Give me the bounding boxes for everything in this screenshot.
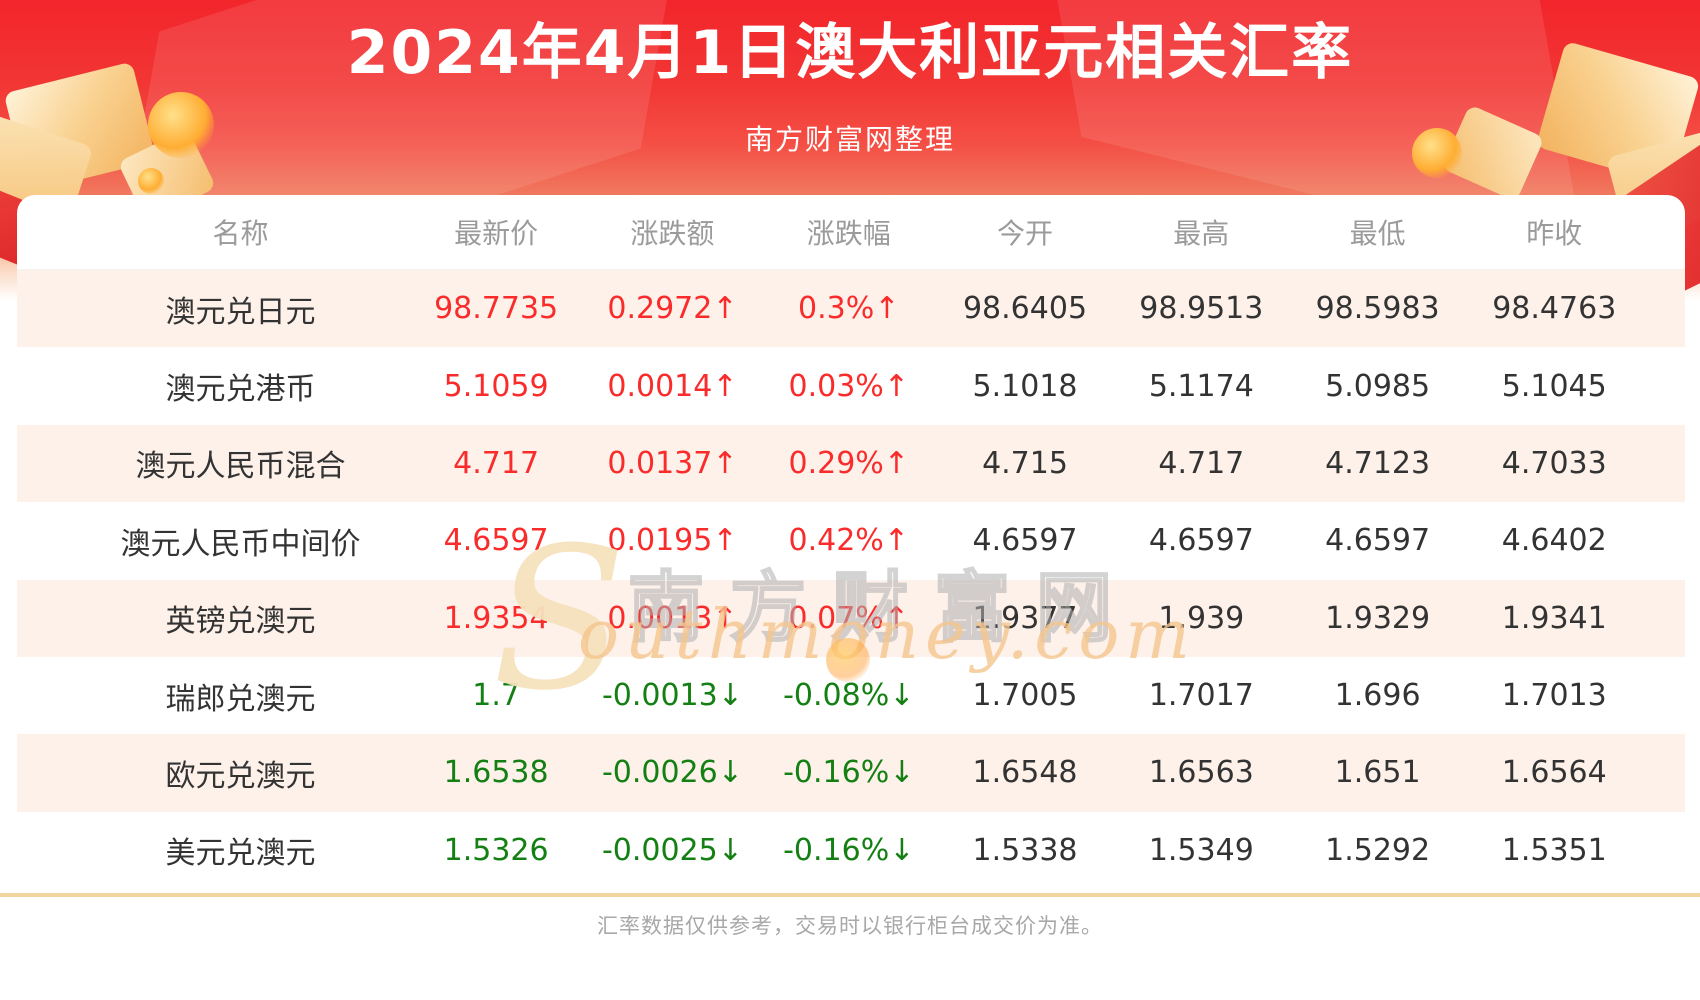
cell-open: 5.1018 <box>972 368 1078 404</box>
cell-high: 4.717 <box>1158 445 1245 481</box>
cell-low: 1.696 <box>1334 678 1421 714</box>
cell-prev_close: 4.6402 <box>1501 523 1607 559</box>
cell-prev_close: 1.6564 <box>1501 755 1607 791</box>
cell-open: 98.6405 <box>962 291 1088 327</box>
cell-name: 澳元人民币混合 <box>135 449 346 485</box>
cell-name: 英镑兑澳元 <box>165 604 316 640</box>
cell-low: 4.6597 <box>1325 523 1431 559</box>
column-header-change: 涨跌额 <box>630 217 715 250</box>
cell-change: 0.0137↑ <box>607 445 738 481</box>
cell-low: 1.651 <box>1334 755 1421 791</box>
glow-dot-decoration <box>1412 128 1462 178</box>
cell-change_pct: 0.03%↑ <box>788 368 909 404</box>
cell-prev_close: 4.7033 <box>1501 445 1607 481</box>
cell-name: 澳元人民币中间价 <box>120 526 361 562</box>
cell-latest: 1.5326 <box>443 832 549 868</box>
cell-high: 4.6597 <box>1148 523 1254 559</box>
table-row: 英镑兑澳元 1.9354 0.0013↑ 0.07%↑ 1.9377 1.939 1.932… <box>17 579 1685 657</box>
cell-high: 1.6563 <box>1148 755 1254 791</box>
table-row: 瑞郎兑澳元 1.7 -0.0013↓ -0.08%↓ 1.7005 1.7017 1.696… <box>17 657 1685 734</box>
table-row: 澳元人民币中间价 4.6597 0.0195↑ 0.42%↑ 4.6597 4.6597 4… <box>17 502 1685 579</box>
cell-open: 1.7005 <box>972 678 1078 714</box>
cell-prev_close: 5.1045 <box>1501 368 1607 404</box>
cell-change: -0.0026↓ <box>601 755 743 791</box>
footer-divider <box>0 893 1700 897</box>
cell-change_pct: 0.42%↑ <box>788 523 909 559</box>
cell-latest: 1.9354 <box>443 600 549 636</box>
cell-open: 4.6597 <box>972 523 1078 559</box>
cell-latest: 5.1059 <box>443 368 549 404</box>
cell-open: 1.5338 <box>972 832 1078 868</box>
rates-panel: 名称 最新价 涨跌额 涨跌幅 今开 最高 最低 昨收 澳元兑日元 98.7735 0.2972↑ 0… <box>17 195 1685 889</box>
cell-open: 1.6548 <box>972 755 1078 791</box>
column-header-prev_close: 昨收 <box>1526 217 1583 250</box>
cell-latest: 4.717 <box>453 445 540 481</box>
column-header-high: 最高 <box>1173 217 1230 250</box>
cell-change_pct: -0.16%↓ <box>783 832 915 868</box>
cell-change_pct: -0.08%↓ <box>783 678 915 714</box>
cell-name: 澳元兑日元 <box>165 294 316 330</box>
cell-name: 澳元兑港币 <box>165 372 316 408</box>
footer-disclaimer: 汇率数据仅供参考，交易时以银行柜台成交价为准。 <box>597 914 1103 938</box>
table-row: 美元兑澳元 1.5326 -0.0025↓ -0.16%↓ 1.5338 1.5349 1.… <box>17 812 1685 889</box>
cell-change_pct: 0.3%↑ <box>798 291 900 327</box>
cell-high: 1.5349 <box>1148 832 1254 868</box>
column-header-change_pct: 涨跌幅 <box>806 217 891 250</box>
cell-prev_close: 1.5351 <box>1501 832 1607 868</box>
cell-change: 0.2972↑ <box>607 291 738 327</box>
cell-latest: 4.6597 <box>443 523 549 559</box>
cell-low: 1.9329 <box>1325 600 1431 636</box>
cell-name: 美元兑澳元 <box>165 836 316 872</box>
cell-low: 5.0985 <box>1325 368 1431 404</box>
table-row: 澳元兑日元 98.7735 0.2972↑ 0.3%↑ 98.6405 98.9513 98… <box>17 270 1685 348</box>
page-title: 2024年4月1日澳大利亚元相关汇率 <box>346 18 1354 88</box>
cell-change_pct: 0.29%↑ <box>788 445 909 481</box>
rates-table-body: 澳元兑日元 98.7735 0.2972↑ 0.3%↑ 98.6405 98.9513 98… <box>17 270 1685 889</box>
cell-change: 0.0014↑ <box>607 368 738 404</box>
column-header-low: 最低 <box>1349 217 1406 250</box>
cell-prev_close: 1.7013 <box>1501 678 1607 714</box>
cell-change: -0.0025↓ <box>601 832 743 868</box>
cell-low: 98.5983 <box>1315 291 1440 327</box>
cell-high: 98.9513 <box>1139 291 1264 327</box>
cell-change: 0.0013↑ <box>607 600 738 636</box>
cell-name: 瑞郎兑澳元 <box>165 681 316 717</box>
table-header-row: 名称 最新价 涨跌额 涨跌幅 今开 最高 最低 昨收 <box>17 195 1685 270</box>
cell-low: 1.5292 <box>1325 832 1431 868</box>
cell-open: 1.9377 <box>972 600 1078 636</box>
cell-latest: 1.7 <box>472 678 520 714</box>
cell-change_pct: 0.07%↑ <box>788 600 909 636</box>
cell-high: 5.1174 <box>1148 368 1254 404</box>
table-row: 澳元兑港币 5.1059 0.0014↑ 0.03%↑ 5.1018 5.1174 5.09… <box>17 347 1685 424</box>
cell-high: 1.7017 <box>1148 678 1254 714</box>
cell-latest: 98.7735 <box>434 291 559 327</box>
cell-change: -0.0013↓ <box>601 678 743 714</box>
glow-dot-decoration <box>138 168 164 194</box>
column-header-open: 今开 <box>997 217 1054 250</box>
cell-prev_close: 1.9341 <box>1501 600 1607 636</box>
cell-change: 0.0195↑ <box>607 523 738 559</box>
column-header-latest: 最新价 <box>454 217 539 250</box>
page-subtitle: 南方财富网整理 <box>744 123 955 156</box>
cell-change_pct: -0.16%↓ <box>783 755 915 791</box>
cell-high: 1.939 <box>1158 600 1245 636</box>
table-row: 澳元人民币混合 4.717 0.0137↑ 0.29%↑ 4.715 4.717 4.712… <box>17 424 1685 503</box>
cell-prev_close: 98.4763 <box>1492 291 1617 327</box>
cell-latest: 1.6538 <box>443 755 549 791</box>
column-header-name: 名称 <box>212 217 269 250</box>
glow-dot-decoration <box>148 92 214 158</box>
cell-low: 4.7123 <box>1325 445 1431 481</box>
table-row: 欧元兑澳元 1.6538 -0.0026↓ -0.16%↓ 1.6548 1.6563 1.… <box>17 734 1685 812</box>
cell-name: 欧元兑澳元 <box>165 758 316 794</box>
cell-open: 4.715 <box>982 445 1068 481</box>
